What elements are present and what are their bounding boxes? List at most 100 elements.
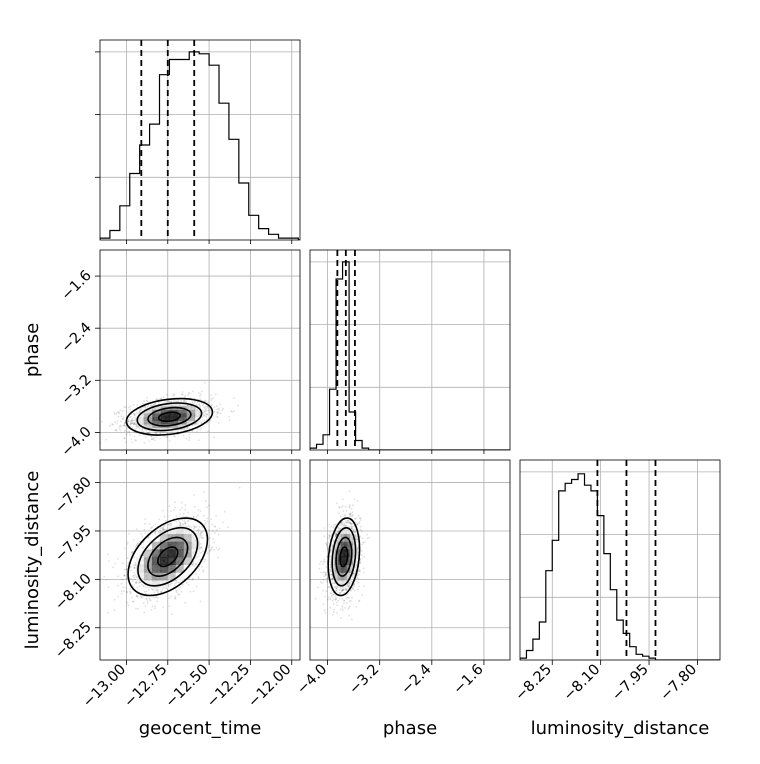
sample-point bbox=[116, 430, 118, 432]
sample-point bbox=[320, 581, 322, 583]
sample-point bbox=[117, 558, 119, 560]
sample-point bbox=[203, 561, 205, 563]
sample-point bbox=[217, 411, 219, 413]
sample-point bbox=[121, 583, 123, 585]
sample-point bbox=[228, 416, 230, 418]
sample-point bbox=[206, 413, 208, 415]
sample-point bbox=[342, 505, 344, 507]
sample-point bbox=[181, 393, 183, 395]
sample-point bbox=[126, 565, 128, 567]
sample-point bbox=[207, 518, 209, 520]
sample-point bbox=[128, 533, 130, 535]
panel-background bbox=[520, 460, 720, 660]
sample-point bbox=[199, 395, 201, 397]
sample-point bbox=[200, 601, 202, 603]
sample-point bbox=[156, 398, 158, 400]
sample-point bbox=[196, 586, 198, 588]
sample-point bbox=[141, 408, 143, 410]
sample-point bbox=[145, 598, 147, 600]
sample-point bbox=[323, 579, 325, 581]
sample-point bbox=[202, 405, 204, 407]
sample-point bbox=[182, 584, 184, 586]
sample-point bbox=[132, 418, 134, 420]
sample-point bbox=[184, 602, 186, 604]
sample-point bbox=[199, 526, 201, 528]
sample-point bbox=[171, 613, 173, 615]
sample-point bbox=[218, 408, 220, 410]
sample-point bbox=[105, 439, 107, 441]
sample-point bbox=[327, 537, 329, 539]
sample-point bbox=[194, 401, 196, 403]
sample-point bbox=[210, 549, 212, 551]
sample-point bbox=[358, 515, 360, 517]
sample-point bbox=[199, 398, 201, 400]
sample-point bbox=[190, 591, 192, 593]
sample-point bbox=[156, 596, 158, 598]
sample-point bbox=[349, 513, 351, 515]
sample-point bbox=[360, 526, 362, 528]
sample-point bbox=[147, 537, 149, 539]
sample-point bbox=[157, 590, 159, 592]
sample-point bbox=[341, 607, 343, 609]
sample-point bbox=[103, 576, 105, 578]
sample-point bbox=[117, 421, 119, 423]
sample-point bbox=[346, 602, 348, 604]
sample-point bbox=[160, 591, 162, 593]
sample-point bbox=[198, 577, 200, 579]
sample-point bbox=[188, 437, 190, 439]
sample-point bbox=[351, 597, 353, 599]
sample-point bbox=[326, 544, 328, 546]
sample-point bbox=[147, 600, 149, 602]
sample-point bbox=[133, 601, 135, 603]
sample-point bbox=[136, 528, 138, 530]
sample-point bbox=[213, 437, 215, 439]
sample-point bbox=[363, 585, 365, 587]
sample-point bbox=[121, 416, 123, 418]
sample-point bbox=[150, 405, 152, 407]
sample-point bbox=[144, 591, 146, 593]
sample-point bbox=[340, 609, 342, 611]
sample-point bbox=[151, 605, 153, 607]
sample-point bbox=[145, 436, 147, 438]
sample-point bbox=[353, 586, 355, 588]
sample-point bbox=[330, 592, 332, 594]
sample-point bbox=[233, 410, 235, 412]
sample-point bbox=[193, 590, 195, 592]
sample-point bbox=[133, 572, 135, 574]
sample-point bbox=[330, 533, 332, 535]
sample-point bbox=[189, 392, 191, 394]
sample-point bbox=[124, 430, 126, 432]
sample-point bbox=[184, 523, 186, 525]
sample-point bbox=[139, 582, 141, 584]
sample-point bbox=[203, 515, 205, 517]
sample-point bbox=[204, 559, 206, 561]
sample-point bbox=[176, 592, 178, 594]
sample-point bbox=[171, 583, 173, 585]
sample-point bbox=[114, 413, 116, 415]
sample-point bbox=[209, 545, 211, 547]
sample-point bbox=[125, 587, 127, 589]
sample-point bbox=[201, 547, 203, 549]
sample-point bbox=[174, 399, 176, 401]
sample-point bbox=[122, 425, 124, 427]
sample-point bbox=[335, 599, 337, 601]
sample-point bbox=[119, 409, 121, 411]
sample-point bbox=[358, 578, 360, 580]
sample-point bbox=[127, 420, 129, 422]
sample-point bbox=[154, 591, 156, 593]
sample-point bbox=[108, 560, 110, 562]
sample-point bbox=[178, 582, 180, 584]
sample-point bbox=[136, 596, 138, 598]
sample-point bbox=[193, 516, 195, 518]
sample-point bbox=[168, 523, 170, 525]
sample-point bbox=[126, 411, 128, 413]
sample-point bbox=[359, 517, 361, 519]
sample-point bbox=[211, 398, 213, 400]
sample-point bbox=[175, 582, 177, 584]
sample-point bbox=[218, 422, 220, 424]
sample-point bbox=[352, 577, 354, 579]
sample-point bbox=[133, 417, 135, 419]
sample-point bbox=[150, 527, 152, 529]
sample-point bbox=[148, 589, 150, 591]
sample-point bbox=[359, 521, 361, 523]
